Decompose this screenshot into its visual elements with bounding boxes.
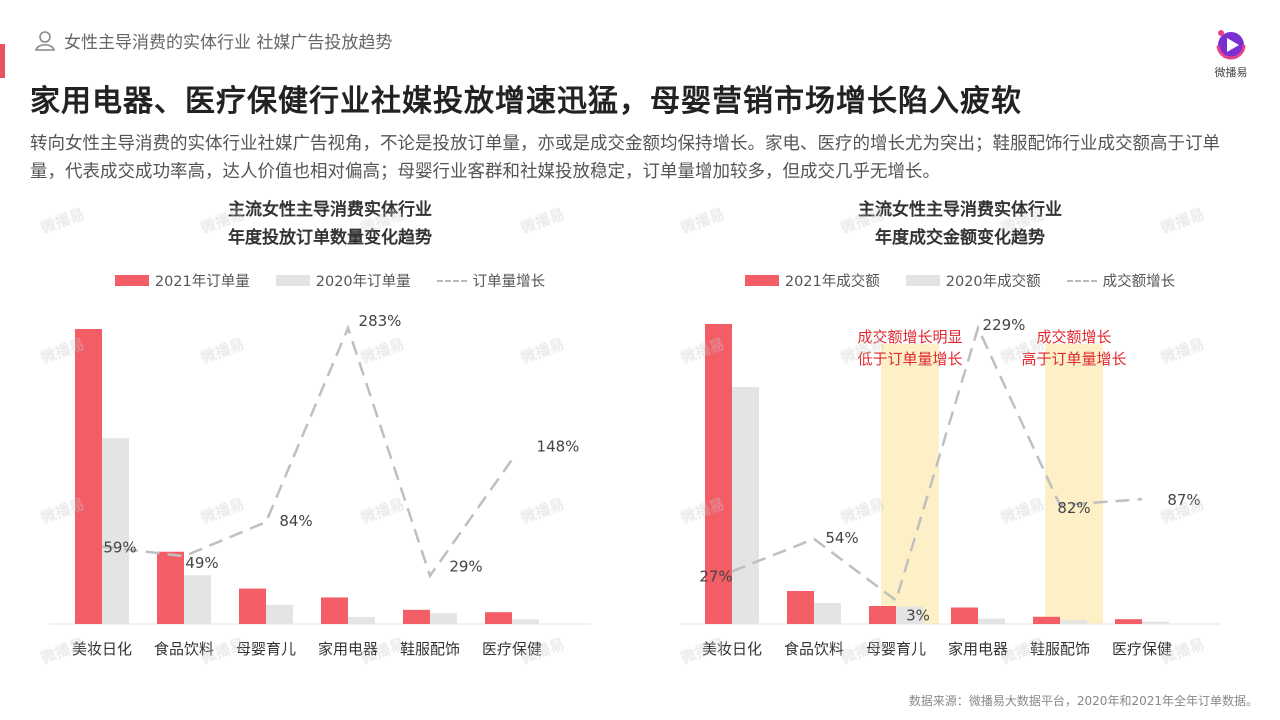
bar-2021 bbox=[869, 606, 896, 624]
bar-2021 bbox=[705, 324, 732, 624]
annotation-text: 成交额增长 bbox=[1036, 328, 1111, 346]
page-title: 家用电器、医疗保健行业社媒投放增速迅猛，母婴营销市场增长陷入疲软 bbox=[30, 84, 1022, 119]
page-description: 转向女性主导消费的实体行业社媒广告视角，不论是投放订单量，亦或是成交金额均保持增… bbox=[30, 134, 1220, 182]
chart-legend: 2021年订单量 2020年订单量 订单量增长 bbox=[30, 270, 630, 291]
chart-transaction-amount: 主流女性主导消费实体行业 年度成交金额变化趋势 2021年成交额 2020年成交… bbox=[660, 192, 1260, 682]
x-tick-label: 母婴育儿 bbox=[236, 640, 296, 658]
growth-data-label: 148% bbox=[537, 438, 580, 456]
bar-2020 bbox=[266, 604, 293, 624]
bar-2021 bbox=[321, 597, 348, 624]
highlight-band bbox=[881, 344, 939, 624]
bar-2020 bbox=[430, 613, 457, 624]
growth-data-label: 87% bbox=[1167, 491, 1200, 509]
legend-item-2020: 2020年成交额 bbox=[905, 270, 1041, 291]
legend-item-2021: 2021年订单量 bbox=[114, 270, 250, 291]
x-tick-label: 家用电器 bbox=[948, 640, 1008, 658]
legend-label: 2021年成交额 bbox=[784, 274, 880, 290]
x-tick-label: 鞋服配饰 bbox=[1030, 640, 1090, 658]
legend-label: 订单量增长 bbox=[472, 274, 546, 290]
growth-data-label: 29% bbox=[449, 558, 482, 576]
legend-label: 2020年订单量 bbox=[315, 274, 411, 290]
chart-title-line2: 年度成交金额变化趋势 bbox=[875, 228, 1045, 248]
bar-2021 bbox=[1033, 616, 1060, 624]
play-logo-icon bbox=[1216, 30, 1246, 60]
highlight-band bbox=[1045, 344, 1103, 624]
growth-data-label: 49% bbox=[185, 554, 218, 572]
bar-2020 bbox=[814, 603, 841, 624]
x-tick-label: 母婴育儿 bbox=[866, 640, 926, 658]
chart-title-line1: 主流女性主导消费实体行业 bbox=[228, 200, 432, 220]
x-tick-label: 鞋服配饰 bbox=[400, 640, 460, 658]
bar-2020 bbox=[1142, 621, 1169, 624]
bar-2020 bbox=[732, 387, 759, 624]
bar-2021 bbox=[951, 607, 978, 624]
annotation-text: 高于订单量增长 bbox=[1021, 350, 1126, 368]
chart-title: 主流女性主导消费实体行业 年度成交金额变化趋势 bbox=[660, 196, 1260, 252]
x-tick-label: 美妆日化 bbox=[72, 640, 132, 658]
legend-item-2021: 2021年成交额 bbox=[744, 270, 880, 291]
legend-item-2020: 2020年订单量 bbox=[275, 270, 411, 291]
growth-data-label: 82% bbox=[1057, 499, 1090, 517]
breadcrumb-text: 女性主导消费的实体行业 社媒广告投放趋势 bbox=[64, 33, 393, 53]
bar-2021 bbox=[787, 591, 814, 624]
bar-2021 bbox=[239, 588, 266, 624]
bar-2021 bbox=[485, 612, 512, 624]
growth-line bbox=[731, 324, 1143, 603]
chart-legend: 2021年成交额 2020年成交额 成交额增长 bbox=[660, 270, 1260, 291]
bar-2020 bbox=[1060, 620, 1087, 624]
bar-2020 bbox=[896, 606, 923, 624]
annotation-text: 低于订单量增长 bbox=[857, 350, 962, 368]
bar-2021 bbox=[1115, 619, 1142, 624]
chart-order-count: 主流女性主导消费实体行业 年度投放订单数量变化趋势 2021年订单量 2020年… bbox=[30, 192, 630, 682]
bar-2020 bbox=[978, 618, 1005, 624]
data-source-note: 数据来源：微播易大数据平台，2020年和2021年全年订单数据。 bbox=[908, 694, 1258, 708]
legend-label: 成交额增长 bbox=[1102, 274, 1176, 290]
x-tick-label: 家用电器 bbox=[318, 640, 378, 658]
growth-data-label: 283% bbox=[359, 312, 402, 330]
growth-data-label: 84% bbox=[279, 512, 312, 530]
logo-text: 微播易 bbox=[1214, 66, 1248, 79]
legend-item-growth: 成交额增长 bbox=[1066, 270, 1176, 291]
x-tick-label: 食品饮料 bbox=[154, 640, 214, 658]
x-tick-label: 医疗保健 bbox=[1112, 640, 1172, 658]
x-tick-label: 美妆日化 bbox=[702, 640, 762, 658]
chart-title-line2: 年度投放订单数量变化趋势 bbox=[228, 228, 432, 248]
breadcrumb: 女性主导消费的实体行业 社媒广告投放趋势 bbox=[34, 28, 392, 53]
growth-data-label: 229% bbox=[983, 316, 1026, 334]
chart-title-line1: 主流女性主导消费实体行业 bbox=[858, 200, 1062, 220]
brand-logo: 微播易 bbox=[1206, 28, 1256, 80]
annotation-text: 成交额增长明显 bbox=[857, 328, 962, 346]
chart-title: 主流女性主导消费实体行业 年度投放订单数量变化趋势 bbox=[30, 196, 630, 252]
growth-line bbox=[101, 324, 514, 579]
legend-label: 2021年订单量 bbox=[154, 274, 250, 290]
legend-label: 2020年成交额 bbox=[945, 274, 1041, 290]
growth-data-label: 3% bbox=[906, 606, 930, 624]
chart-plot: 美妆日化 食品饮料 母婴育儿 家用电器 鞋服配饰 医疗保健 59% 49% 84% 283% 29%… bbox=[50, 312, 590, 658]
person-icon bbox=[34, 30, 56, 51]
growth-data-label: 59% bbox=[103, 538, 136, 556]
growth-data-label: 54% bbox=[825, 529, 858, 547]
accent-bar bbox=[0, 44, 5, 78]
bar-2021 bbox=[75, 329, 102, 624]
legend-item-growth: 订单量增长 bbox=[436, 270, 546, 291]
bar-2020 bbox=[348, 616, 375, 624]
x-tick-label: 医疗保健 bbox=[482, 640, 542, 658]
x-tick-label: 食品饮料 bbox=[784, 640, 844, 658]
bar-2020 bbox=[102, 438, 129, 624]
bar-2020 bbox=[184, 575, 211, 624]
bar-2021 bbox=[403, 609, 430, 624]
bar-2021 bbox=[157, 551, 184, 624]
growth-data-label: 27% bbox=[699, 567, 732, 585]
bar-2020 bbox=[512, 619, 539, 624]
